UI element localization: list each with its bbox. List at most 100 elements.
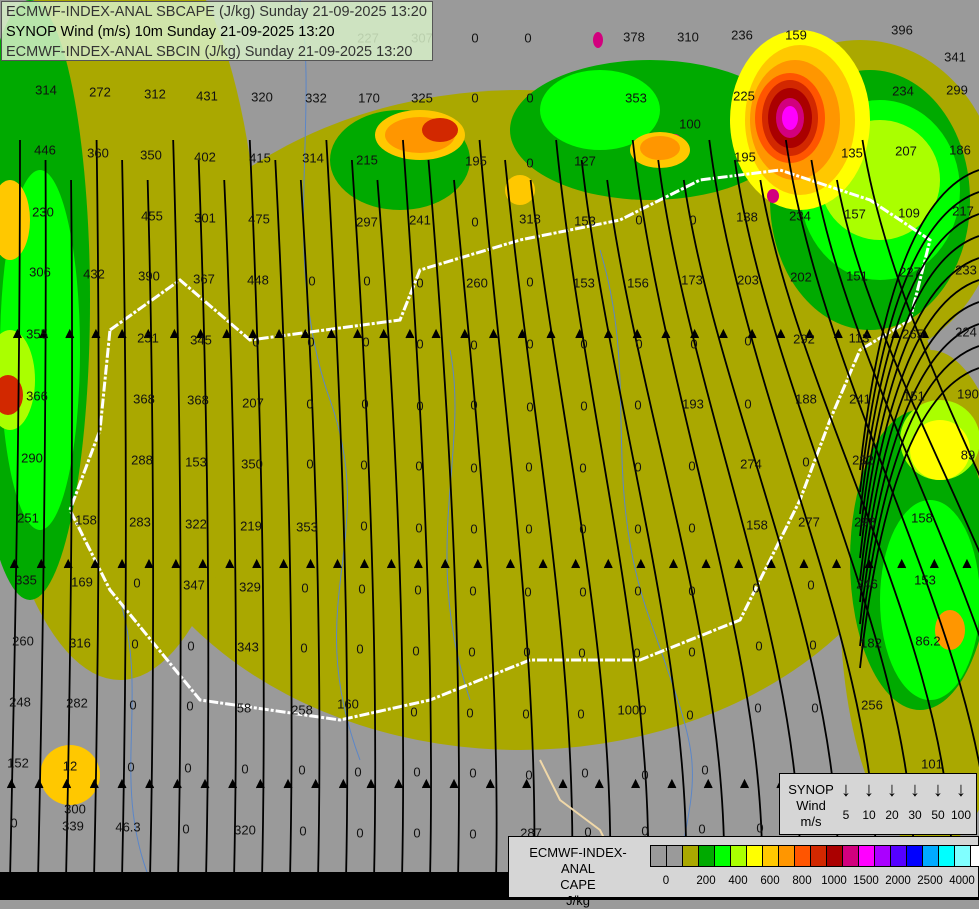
river bbox=[119, 599, 151, 881]
arrowhead bbox=[283, 778, 293, 789]
arrowhead bbox=[63, 558, 73, 569]
value-label: 182 bbox=[860, 635, 882, 651]
arrowhead bbox=[701, 558, 711, 569]
color-swatch bbox=[683, 846, 699, 866]
value-label: 0 bbox=[634, 583, 642, 599]
value-label: 169 bbox=[71, 574, 93, 590]
arrowhead bbox=[228, 778, 238, 789]
arrowhead bbox=[39, 328, 49, 339]
streamline bbox=[65, 179, 73, 881]
value-label: 415 bbox=[249, 150, 271, 166]
value-label: 0 bbox=[526, 90, 534, 106]
value-label: 153 bbox=[573, 275, 595, 291]
arrowhead bbox=[603, 328, 613, 339]
arrowhead bbox=[255, 778, 265, 789]
arrowhead bbox=[248, 328, 258, 339]
value-label: 0 bbox=[252, 334, 260, 350]
streamline bbox=[9, 139, 21, 881]
color-swatch bbox=[779, 846, 795, 866]
value-label: 258 bbox=[291, 702, 313, 718]
arrowhead bbox=[353, 328, 363, 339]
value-label: 432 bbox=[83, 266, 105, 282]
streamline bbox=[861, 139, 979, 477]
arrowhead bbox=[431, 328, 441, 339]
value-label: 193 bbox=[682, 396, 704, 412]
streamline bbox=[859, 367, 979, 669]
value-label: 0 bbox=[634, 521, 642, 537]
cape-legend-line: ECMWF-INDEX-ANAL bbox=[529, 845, 627, 876]
color-swatch bbox=[811, 846, 827, 866]
value-label: 0 bbox=[356, 825, 364, 841]
wind-legend: SYNOP Wind m/s ↓ 5 ↓ 10 ↓ 20 ↓ 30 ↓ 50 ↓ 100 bbox=[779, 773, 977, 835]
value-label: 431 bbox=[196, 88, 218, 104]
streamline bbox=[859, 213, 979, 515]
value-label: 233 bbox=[955, 262, 977, 278]
arrowhead bbox=[171, 558, 181, 569]
value-label: 368 bbox=[187, 392, 209, 408]
value-label: 173 bbox=[681, 272, 703, 288]
arrowhead bbox=[394, 778, 404, 789]
value-label: 101 bbox=[921, 756, 943, 772]
title-cape: ECMWF-INDEX-ANAL SBCAPE (J/kg) Sunday 21… bbox=[6, 4, 427, 20]
value-label: 329 bbox=[239, 579, 261, 595]
value-label: 0 bbox=[807, 577, 815, 593]
value-label: 353 bbox=[625, 90, 647, 106]
value-label: 186 bbox=[949, 142, 971, 158]
color-swatch bbox=[955, 846, 971, 866]
value-label: 195 bbox=[734, 149, 756, 165]
value-label: 306 bbox=[29, 264, 51, 280]
value-label: 0 bbox=[182, 821, 190, 837]
value-label: 158 bbox=[746, 517, 768, 533]
value-label: 367 bbox=[193, 271, 215, 287]
value-label: 0 bbox=[129, 697, 137, 713]
wind-streamlines bbox=[6, 139, 979, 881]
value-label: 248 bbox=[9, 694, 31, 710]
arrowhead bbox=[718, 328, 728, 339]
value-label: 310 bbox=[677, 29, 699, 45]
value-label: 0 bbox=[525, 459, 533, 475]
color-swatch bbox=[891, 846, 907, 866]
arrowhead bbox=[862, 328, 872, 339]
arrowhead bbox=[489, 328, 498, 339]
arrowhead bbox=[379, 328, 389, 339]
value-label: 0 bbox=[641, 823, 649, 839]
value-label: 227 bbox=[899, 264, 921, 280]
arrowhead bbox=[62, 778, 72, 789]
value-label: 0 bbox=[688, 644, 696, 660]
value-label: 0 bbox=[300, 640, 308, 656]
arrowhead bbox=[962, 558, 972, 569]
value-label: 314 bbox=[35, 82, 57, 98]
value-label: 0 bbox=[524, 584, 532, 600]
streamline bbox=[859, 235, 979, 537]
cape-tick-label: 1500 bbox=[853, 875, 879, 887]
cape-tick-label: 200 bbox=[696, 875, 716, 887]
value-label: 0 bbox=[360, 457, 368, 473]
value-label: 277 bbox=[798, 514, 820, 530]
down-arrow-icon: ↓ bbox=[841, 779, 851, 801]
down-arrow-icon: ↓ bbox=[887, 779, 897, 801]
cape-area bbox=[593, 32, 603, 48]
value-label: 100 bbox=[679, 116, 701, 132]
arrowhead bbox=[338, 778, 348, 789]
value-label: 236 bbox=[731, 27, 753, 43]
value-label: 335 bbox=[15, 572, 37, 588]
map-title-box: ECMWF-INDEX-ANAL SBCAPE (J/kg) Sunday 21… bbox=[1, 1, 433, 61]
value-label: 153 bbox=[574, 213, 596, 229]
value-label: 251 bbox=[17, 510, 39, 526]
cape-area bbox=[0, 180, 30, 260]
arrowhead bbox=[747, 328, 757, 339]
value-label: 0 bbox=[690, 336, 698, 352]
value-label: 283 bbox=[129, 514, 151, 530]
streamline bbox=[197, 159, 210, 881]
down-arrow-icon: ↓ bbox=[956, 779, 966, 801]
value-label: 0 bbox=[410, 704, 418, 720]
value-label: 135 bbox=[841, 145, 863, 161]
cape-tick-label: 2000 bbox=[885, 875, 911, 887]
arrowhead bbox=[799, 558, 809, 569]
value-label: 0 bbox=[414, 582, 422, 598]
value-label: 251 bbox=[137, 330, 159, 346]
wind-legend-line: Wind bbox=[796, 798, 826, 813]
value-label: 341 bbox=[944, 49, 966, 65]
value-label: 325 bbox=[411, 90, 433, 106]
